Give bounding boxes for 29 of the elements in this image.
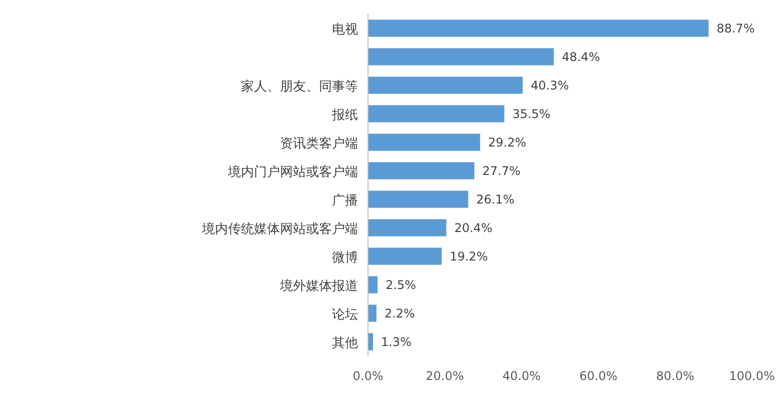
y-tick-label: 微博 — [332, 250, 358, 266]
y-tick-label: 境内门户网站或客户端 — [227, 164, 358, 180]
data-label: 20.4% — [454, 220, 492, 235]
y-tick-label: 资讯类客户端 — [280, 135, 358, 152]
y-tick-label: 家人、朋友、同事等 — [241, 78, 358, 94]
x-tick-label: 100.0% — [729, 369, 775, 383]
y-tick-label: 广播 — [332, 193, 358, 208]
data-label: 88.7% — [716, 21, 755, 36]
data-label: 26.1% — [476, 192, 514, 206]
y-tick-label: 电视 — [332, 22, 358, 38]
y-tick-label: 论坛 — [332, 307, 358, 322]
data-label: 19.2% — [450, 249, 488, 264]
x-tick-label: 60.0% — [579, 369, 618, 383]
y-tick-label: 其他 — [332, 336, 358, 351]
x-tick-label: 0.0% — [352, 369, 384, 383]
data-label: 48.4% — [562, 50, 600, 64]
y-tick-label: 报纸 — [331, 108, 358, 123]
data-label: 2.2% — [384, 306, 415, 320]
data-label: 1.3% — [380, 334, 412, 349]
y-tick-label: 境内传统媒体网站或客户端 — [201, 220, 358, 237]
x-tick-label: 20.0% — [426, 369, 464, 383]
data-label: 29.2% — [488, 135, 526, 150]
data-label: 35.5% — [512, 106, 550, 121]
data-label: 27.7% — [482, 164, 520, 178]
data-label: 40.3% — [530, 78, 569, 92]
x-tick-label: 40.0% — [502, 369, 541, 383]
y-tick-label: 境外媒体报道 — [279, 278, 358, 294]
x-tick-label: 80.0% — [656, 369, 694, 383]
data-label: 2.5% — [386, 278, 416, 292]
